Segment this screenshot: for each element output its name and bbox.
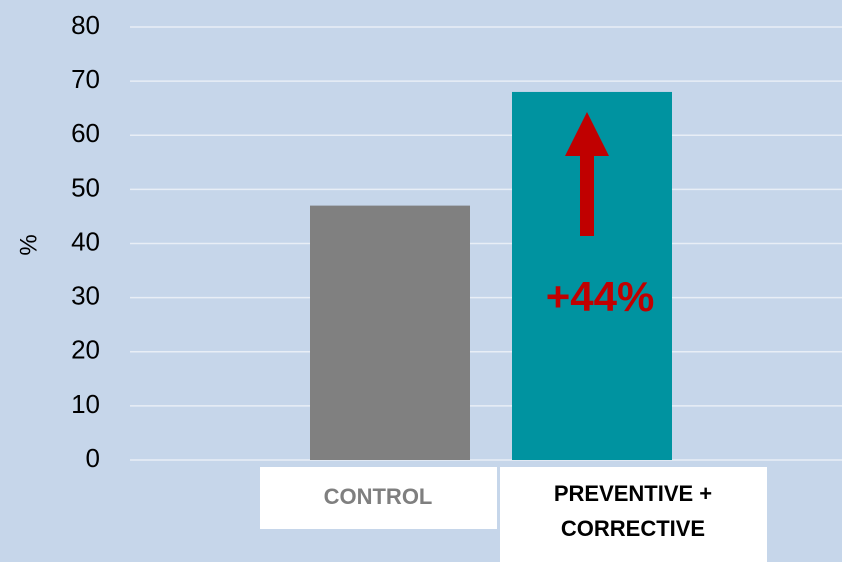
y-tick-label: 60 — [71, 118, 100, 148]
label-line: PREVENTIVE + — [554, 481, 712, 506]
y-tick-label: 10 — [71, 389, 100, 419]
category-box — [260, 467, 497, 529]
x-tick-label: CONTROL — [324, 484, 433, 509]
y-tick-label: 30 — [71, 281, 100, 311]
y-tick-label: 20 — [71, 335, 100, 365]
y-tick-label: 40 — [71, 226, 100, 256]
y-tick-label: 0 — [86, 443, 100, 473]
y-tick-label: 70 — [71, 64, 100, 94]
y-tick-label: 50 — [71, 172, 100, 202]
category-box — [500, 467, 767, 562]
annotation: +44% — [546, 273, 655, 320]
y-axis-label: % — [15, 234, 42, 255]
label-line: CORRECTIVE — [561, 516, 705, 541]
x-tick-label: PREVENTIVE + CORRECTIVE — [554, 481, 712, 541]
bar — [310, 205, 470, 460]
arrow-head — [565, 112, 609, 156]
arrow-shaft — [580, 150, 594, 236]
y-tick-label: 80 — [71, 10, 100, 40]
